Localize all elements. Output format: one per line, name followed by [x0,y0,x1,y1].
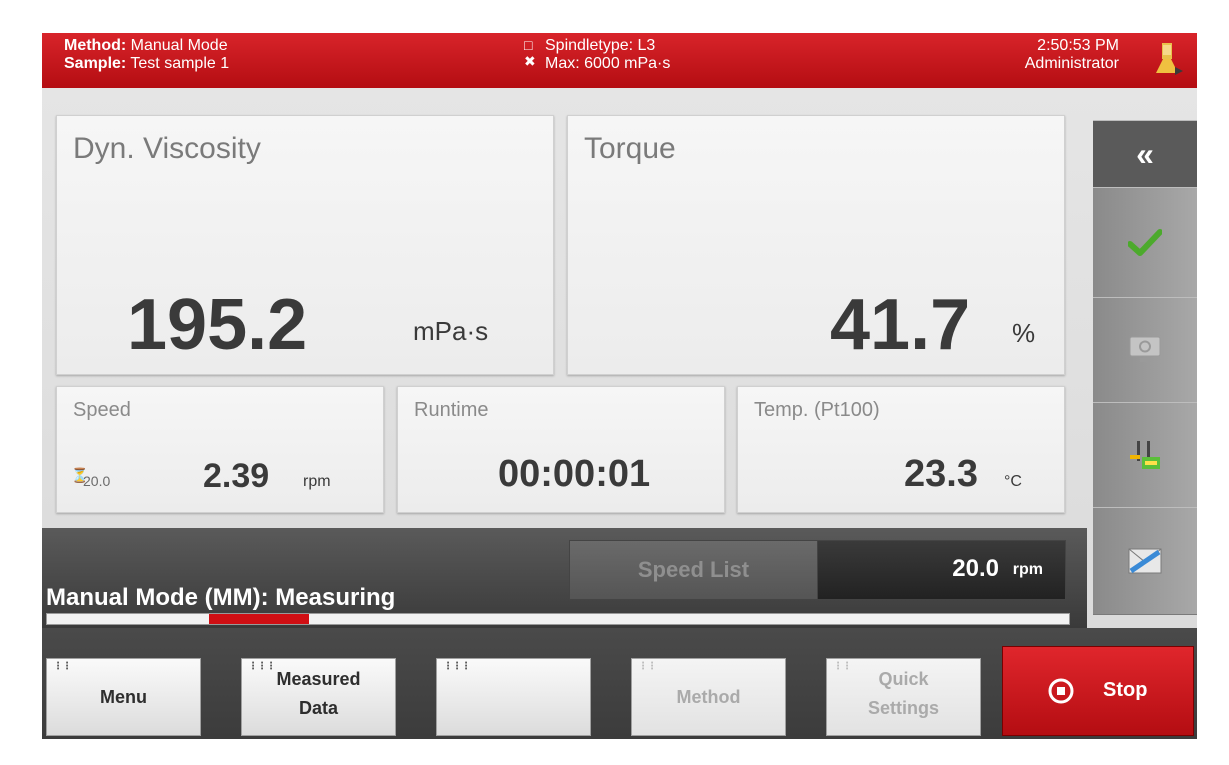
measurement-status: Manual Mode (MM): Measuring [46,584,396,611]
speed-setpoint-unit: rpm [1012,561,1043,578]
demo-icon [1128,548,1162,574]
speed-list-button[interactable]: Speed List [569,540,818,600]
method-label: Method: [64,37,127,54]
max-viscosity: Max: 6000 mPa·s [545,55,671,72]
menu-button[interactable]: ⋮⋮ Menu [46,658,201,736]
demo-button[interactable] [1093,507,1197,615]
measured-data-button[interactable]: ⋮⋮⋮ Measured Data [241,658,396,736]
viscosity-panel: Dyn. Viscosity 195.2 mPa·s [56,115,554,375]
stop-button[interactable]: Stop [1002,646,1194,736]
runtime-title: Runtime [414,399,489,421]
status-band: Speed List 20.0 rpm Manual Mode (MM): Me… [42,528,1087,628]
temperature-unit: °C [1004,473,1022,490]
menu-label: Menu [100,687,147,707]
viscosity-value: 195.2 [127,285,308,365]
probe-icon [1130,441,1160,469]
quick-settings-button[interactable]: ⋮⋮ Quick Settings [826,658,981,736]
progress-bar [46,613,1070,625]
monitor-icon [1129,336,1161,362]
user-name: Administrator [1024,55,1119,72]
speed-panel: Speed ⏳ 20.0 2.39 rpm [56,386,384,513]
spindle-off-icon: ✖ [524,53,536,69]
quick-label-line2: Settings [867,698,939,718]
speed-setpoint-field[interactable]: 20.0 rpm [817,540,1066,600]
temperature-title: Temp. (Pt100) [754,399,880,421]
viscosity-title: Dyn. Viscosity [73,132,261,165]
temperature-value: 23.3 [904,453,978,495]
menu-grip-icon: ⋮⋮ [53,661,72,672]
method-label: Method [676,687,741,707]
collapse-button[interactable]: « [1093,120,1197,188]
sample-value: Test sample 1 [130,55,230,72]
stop-label: Stop [1103,679,1148,701]
viscometer-screen: Method: Manual Mode Sample: Test sample … [42,33,1197,739]
method-button[interactable]: ⋮⋮ Method [631,658,786,736]
torque-unit: % [1012,318,1036,348]
check-button[interactable] [1093,187,1197,298]
quick-label-line1: Quick [878,669,929,689]
monitor-button[interactable] [1093,297,1197,403]
torque-panel: Torque 41.7 % [567,115,1065,375]
stop-icon [1048,678,1074,704]
probe-button[interactable] [1093,402,1197,508]
collapse-icon: « [1136,135,1154,172]
empty-function-button[interactable]: ⋮⋮⋮ [436,658,591,736]
speed-setpoint-value: 20.0 [952,555,999,582]
clock: 2:50:53 PM [1037,37,1119,54]
viscosity-unit: mPa·s [413,316,489,346]
method-value: Manual Mode [130,37,228,54]
quick-grip-icon: ⋮⋮ [833,661,852,672]
sample-info: Sample: Test sample 1 [64,55,229,73]
sidebar: « [1093,120,1197,615]
measured-label-line2: Data [298,698,338,718]
speed-value: 2.39 [203,457,270,495]
speed-unit: rpm [303,473,331,490]
speed-setpoint: 20.0 [83,473,111,489]
check-icon [1128,228,1162,256]
measured-grip-icon: ⋮⋮⋮ [248,661,276,672]
runtime-value: 00:00:01 [498,453,651,495]
progress-indicator [209,614,309,624]
sample-label: Sample: [64,55,127,72]
measured-label-line1: Measured [276,669,361,689]
status-header: Method: Manual Mode Sample: Test sample … [42,33,1197,88]
temperature-panel: Temp. (Pt100) 23.3 °C [737,386,1065,513]
torque-value: 41.7 [830,285,971,365]
method-grip-icon: ⋮⋮ [638,661,657,672]
spindle-icon: □ [524,37,533,53]
empty-grip-icon: ⋮⋮⋮ [443,661,471,672]
method-info: Method: Manual Mode [64,37,228,55]
user-icon[interactable] [1153,43,1183,77]
speed-title: Speed [73,399,131,421]
torque-title: Torque [584,132,676,165]
spindle-type: Spindletype: L3 [545,37,656,54]
function-bar: ⋮⋮ Menu ⋮⋮⋮ Measured Data ⋮⋮⋮ ⋮⋮ Method … [42,628,1197,739]
runtime-panel: Runtime 00:00:01 [397,386,725,513]
speed-setpoint-icon: ⏳ [71,467,89,483]
